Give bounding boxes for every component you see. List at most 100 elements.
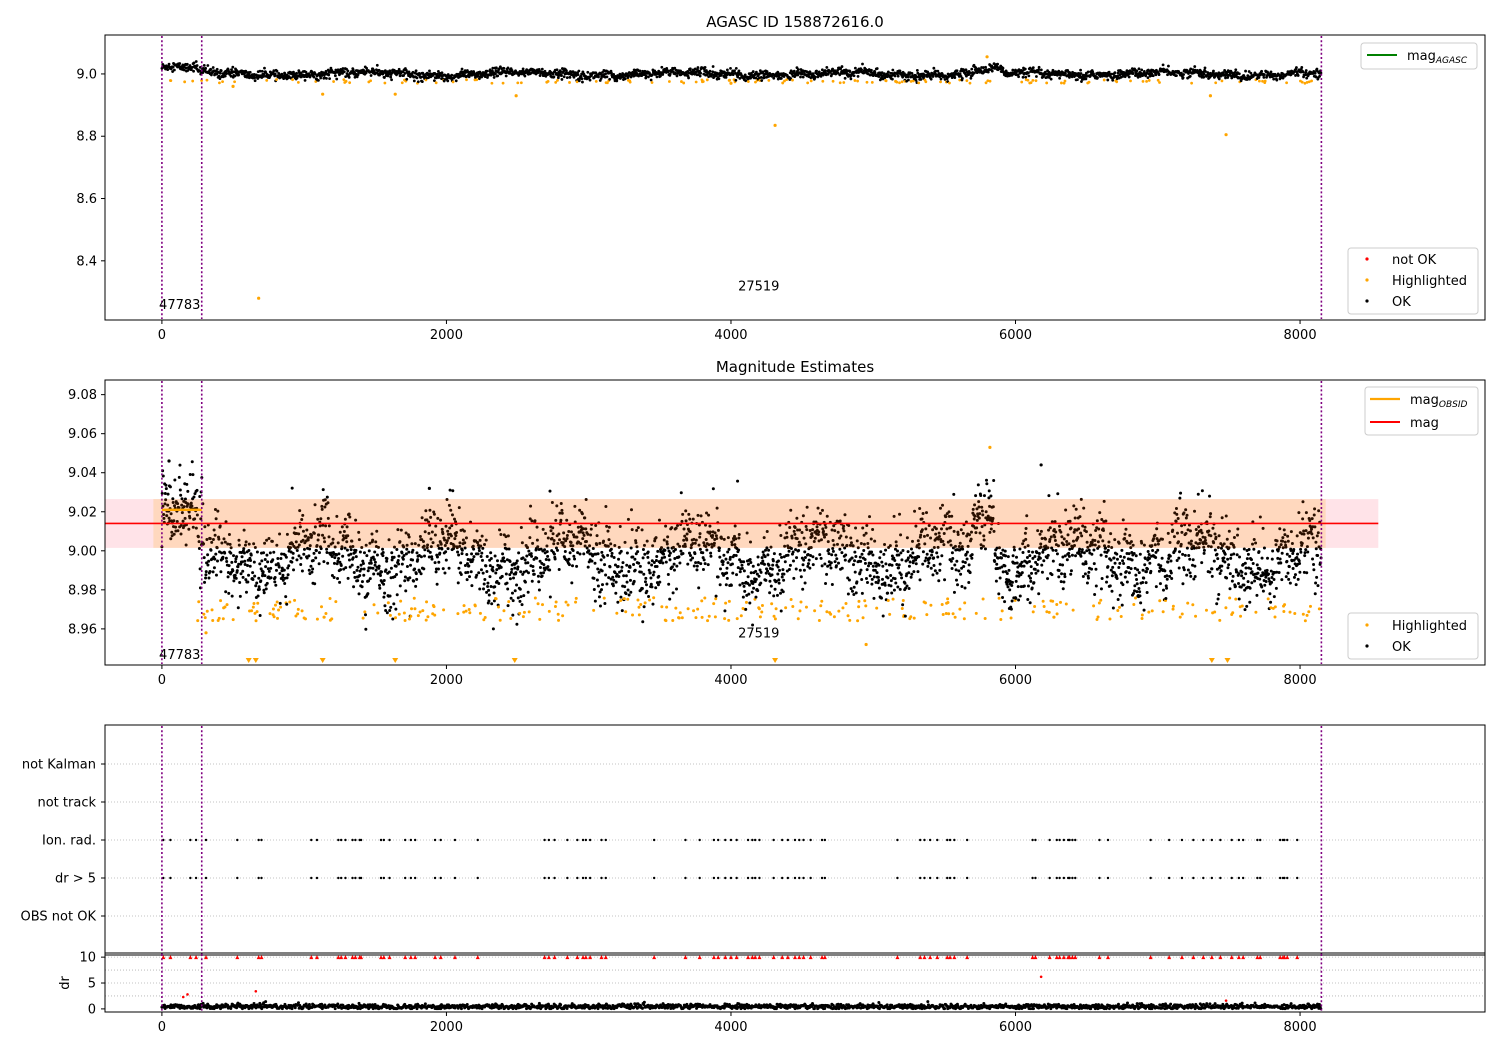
p2-point-ok — [602, 555, 606, 559]
p2-point-ok — [308, 544, 312, 548]
p2-point-ok — [617, 557, 621, 561]
p2-point-highlighted — [643, 601, 647, 605]
p2-point-ok — [737, 536, 741, 540]
p1-point-highlighted — [231, 84, 235, 88]
p2-point-ok — [809, 546, 813, 550]
p1-point-ok — [1017, 75, 1020, 79]
p2-point-ok — [213, 557, 217, 561]
p2-point-ok — [649, 576, 653, 580]
p2-point-ok — [575, 535, 579, 539]
p2-point-ok — [792, 576, 796, 580]
p2-point-ok — [769, 545, 773, 549]
p2-point-ok — [236, 565, 240, 569]
p2-point-ok — [954, 568, 958, 572]
p2-point-ok — [838, 519, 842, 523]
p2-point-ok — [754, 569, 758, 573]
p1-point-highlighted — [1020, 80, 1024, 84]
p2-point-ok — [519, 595, 523, 599]
p2-point-ok — [179, 493, 183, 497]
p2-point-highlighted — [686, 607, 690, 611]
p2-point-ok — [383, 591, 387, 595]
p1-point-ok — [632, 74, 636, 78]
p2-point-ok — [162, 516, 166, 520]
p2-point-ok — [629, 590, 633, 594]
p1-point-ok — [283, 72, 287, 76]
p2-point-ok — [173, 478, 177, 482]
p2-point-ok — [708, 524, 712, 528]
p2-point-ok — [263, 574, 267, 578]
p2-point-highlighted — [714, 597, 718, 601]
p1-point-highlighted — [838, 81, 842, 85]
p2-point-highlighted — [631, 613, 635, 617]
p2-point-ok — [797, 549, 801, 553]
p2-point-ok — [189, 501, 193, 505]
p2-point-ok — [681, 512, 685, 516]
p2-point-ok — [826, 540, 830, 544]
p2-point-ok — [501, 552, 505, 556]
p2-point-ok — [921, 550, 925, 554]
p2-point-ok — [900, 576, 904, 580]
p2-point-ok — [640, 587, 644, 591]
p2-point-highlighted — [886, 599, 890, 603]
p2-point-ok — [771, 559, 775, 563]
p2-point-highlighted — [912, 616, 916, 620]
p2-point-highlighted — [953, 615, 957, 619]
p2-point-highlighted — [798, 609, 802, 613]
p2-point-ok — [584, 498, 588, 502]
p1-point-ok — [248, 70, 252, 74]
p2-point-ok — [610, 551, 614, 555]
p2-point-ok — [817, 530, 821, 534]
p1-point-ok — [333, 74, 337, 78]
p2-point-ok — [399, 528, 403, 532]
p2-point-ok — [869, 562, 873, 566]
p2-point-ok — [404, 531, 408, 535]
p2-point-ok — [862, 542, 866, 546]
p2-point-ok — [745, 531, 749, 535]
p2-point-ok — [814, 557, 818, 561]
p2-point-ok — [684, 519, 688, 523]
p2-point-ok — [937, 579, 941, 583]
p2-point-ok — [599, 558, 603, 562]
p2-point-ok — [313, 525, 317, 529]
p2-point-ok — [236, 606, 240, 610]
p2-point-ok — [563, 550, 567, 554]
p1-point-ok — [325, 77, 328, 80]
p2-point-ok — [290, 560, 294, 564]
p1-point-ok — [675, 74, 679, 78]
p2-point-ok — [369, 561, 373, 565]
p2-point-ok — [714, 594, 718, 598]
p1-point-ok — [182, 68, 186, 72]
p2-point-ok — [221, 555, 225, 559]
p2-point-ok — [358, 573, 362, 577]
p2-point-ok — [349, 548, 353, 552]
p1-point-ok — [762, 76, 766, 80]
p2-point-ok — [742, 584, 746, 588]
p2-point-ok — [215, 546, 219, 550]
p1-point-highlighted — [296, 80, 300, 84]
p2-point-ok — [415, 577, 419, 581]
p1-point-ok — [734, 78, 738, 82]
p2-point-ok — [824, 525, 828, 529]
p2-point-ok — [362, 573, 366, 577]
p2-point-highlighted — [303, 617, 307, 621]
p2-point-ok — [372, 572, 376, 576]
p1-ytick-label-2: 8.8 — [76, 130, 97, 145]
p2-point-ok — [503, 543, 507, 547]
p2-point-ok — [195, 513, 199, 517]
p2-point-ok — [951, 556, 955, 560]
p2-point-ok — [263, 558, 267, 562]
p1-point-ok — [568, 75, 572, 79]
p2-point-ok — [921, 562, 925, 566]
p1-point-ok — [860, 68, 864, 72]
p1-point-ok — [312, 75, 316, 79]
p2-point-ok — [898, 512, 902, 516]
p2-point-highlighted — [739, 614, 743, 618]
p2-point-ok — [197, 540, 201, 544]
p1-point-highlighted — [783, 79, 786, 83]
p2-point-ok — [282, 568, 286, 572]
p2-point-ok — [310, 533, 314, 537]
p2-point-ok — [650, 563, 654, 567]
p2-point-ok — [958, 541, 962, 545]
p2-point-ok — [332, 561, 336, 565]
p1-point-highlighted — [680, 80, 683, 83]
